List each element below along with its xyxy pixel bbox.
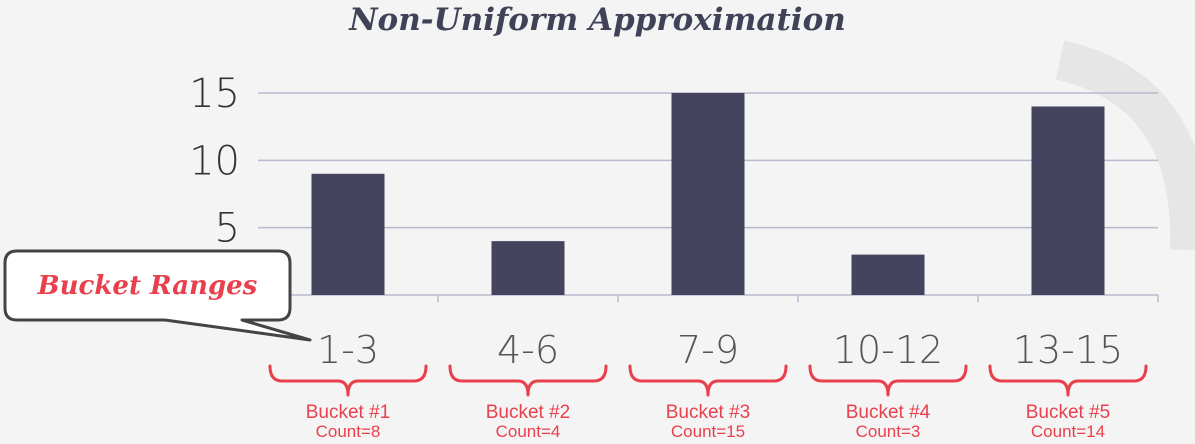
bar [311,173,385,295]
y-tick-label: 10 [189,138,240,184]
bucket-label: Bucket #3 [666,402,751,423]
y-tick-label: 5 [215,206,240,252]
bucket-brace [268,364,428,397]
callout-label: Bucket Ranges [37,271,258,301]
x-tick-label: 10-12 [833,328,943,372]
bucket-brace [988,364,1148,397]
bar [671,93,745,295]
bar [1031,106,1105,295]
x-tick-label: 7-9 [677,328,739,372]
bucket-brace [628,364,788,397]
bucket-count: Count=3 [856,422,921,441]
chart-title: Non-Uniform Approximation [349,2,846,38]
bar [851,254,925,295]
bucket-count: Count=15 [671,422,745,441]
callout-box [3,249,312,342]
bucket-label: Bucket #4 [846,402,931,423]
bucket-label: Bucket #5 [1026,402,1111,423]
bucket-label: Bucket #2 [486,402,571,423]
x-tick-label: 1-3 [317,328,379,372]
bucket-brace [808,364,968,397]
x-tick-label: 13-15 [1013,328,1123,372]
bucket-count: Count=4 [496,422,561,441]
bucket-count: Count=14 [1031,422,1105,441]
bar [491,241,565,295]
y-tick-label: 15 [189,71,240,117]
watermark-shape [1055,40,1195,251]
bucket-count: Count=8 [316,422,381,441]
x-tick-label: 4-6 [497,328,559,372]
bucket-label: Bucket #1 [306,402,391,423]
bucket-brace [448,364,608,397]
